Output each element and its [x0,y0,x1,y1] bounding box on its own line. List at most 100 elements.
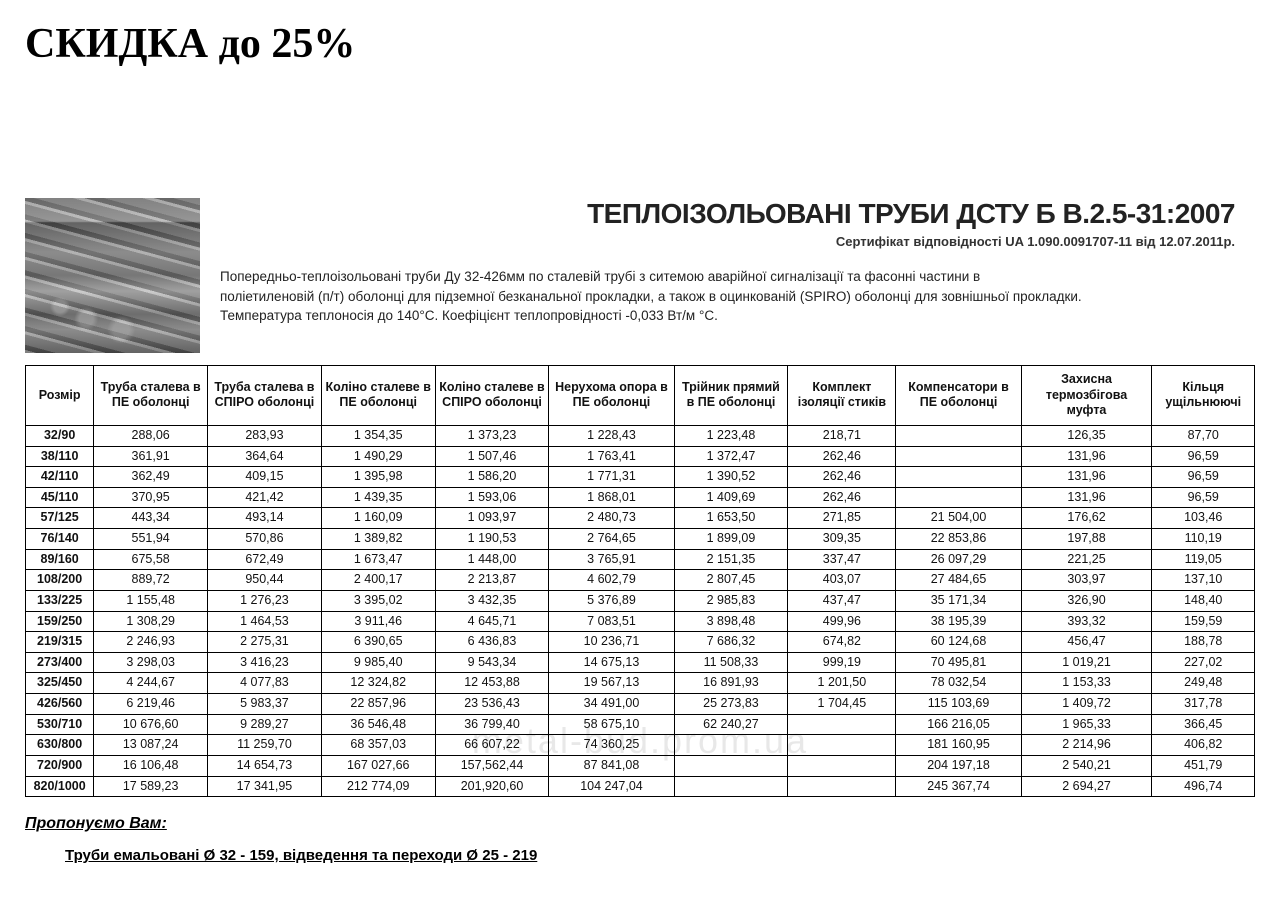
size-cell: 38/110 [26,446,94,467]
size-cell: 219/315 [26,632,94,653]
footer-products: Труби емальовані Ø 32 - 159, відведення … [65,847,1255,864]
price-cell: 68 357,03 [321,735,435,756]
price-cell: 12 453,88 [435,673,549,694]
price-cell: 34 491,00 [549,694,674,715]
price-cell: 148,40 [1152,590,1255,611]
price-cell: 1 160,09 [321,508,435,529]
price-cell: 131,96 [1021,467,1152,488]
price-cell: 6 390,65 [321,632,435,653]
size-cell: 42/110 [26,467,94,488]
price-cell: 1 448,00 [435,549,549,570]
price-cell: 58 675,10 [549,714,674,735]
table-row: 57/125443,34493,141 160,091 093,972 480,… [26,508,1255,529]
price-cell: 4 244,67 [94,673,208,694]
size-cell: 530/710 [26,714,94,735]
price-cell: 283,93 [208,425,322,446]
size-cell: 76/140 [26,529,94,550]
table-row: 219/3152 246,932 275,316 390,656 436,831… [26,632,1255,653]
price-cell: 11 259,70 [208,735,322,756]
price-cell: 456,47 [1021,632,1152,653]
price-cell: 1 354,35 [321,425,435,446]
footer-offer: Пропонуємо Вам: [25,815,1255,833]
price-cell: 3 298,03 [94,652,208,673]
price-cell: 166 216,05 [896,714,1021,735]
price-cell: 110,19 [1152,529,1255,550]
price-cell: 1 439,35 [321,487,435,508]
price-cell: 103,46 [1152,508,1255,529]
price-cell: 17 589,23 [94,776,208,797]
price-cell: 35 171,34 [896,590,1021,611]
price-cell [788,735,896,756]
price-cell: 493,14 [208,508,322,529]
price-cell: 889,72 [94,570,208,591]
size-cell: 159/250 [26,611,94,632]
size-cell: 273/400 [26,652,94,673]
price-cell: 1 899,09 [674,529,788,550]
col-header: Нерухома опора в ПЕ оболонці [549,366,674,426]
price-cell: 16 891,93 [674,673,788,694]
price-cell: 366,45 [1152,714,1255,735]
header-text-block: ТЕПЛОІЗОЛЬОВАНІ ТРУБИ ДСТУ Б В.2.5-31:20… [220,198,1255,326]
price-cell: 36 799,40 [435,714,549,735]
price-cell: 2 151,35 [674,549,788,570]
price-cell: 66 607,22 [435,735,549,756]
price-cell [788,755,896,776]
price-cell: 1 390,52 [674,467,788,488]
price-cell: 204 197,18 [896,755,1021,776]
price-cell: 288,06 [94,425,208,446]
price-cell: 309,35 [788,529,896,550]
price-cell: 3 911,46 [321,611,435,632]
price-cell: 137,10 [1152,570,1255,591]
product-photo [25,198,200,353]
desc-line-2: поліетиленовій (п/т) оболонці для підзем… [220,289,1082,304]
price-cell: 1 201,50 [788,673,896,694]
price-cell: 1 593,06 [435,487,549,508]
price-cell: 131,96 [1021,446,1152,467]
price-cell: 221,25 [1021,549,1152,570]
col-header: Труба сталева в ПЕ оболонці [94,366,208,426]
col-header: Захисна термозбігова муфта [1021,366,1152,426]
price-cell: 1 223,48 [674,425,788,446]
price-cell [674,776,788,797]
price-cell: 1 093,97 [435,508,549,529]
price-cell: 249,48 [1152,673,1255,694]
price-cell: 176,62 [1021,508,1152,529]
price-cell [674,735,788,756]
table-row: 820/100017 589,2317 341,95212 774,09201,… [26,776,1255,797]
size-cell: 45/110 [26,487,94,508]
table-row: 159/2501 308,291 464,533 911,464 645,717… [26,611,1255,632]
table-body: 32/90288,06283,931 354,351 373,231 228,4… [26,425,1255,796]
size-cell: 57/125 [26,508,94,529]
price-cell: 16 106,48 [94,755,208,776]
price-cell: 2 400,17 [321,570,435,591]
price-cell: 157,562,44 [435,755,549,776]
price-cell: 131,96 [1021,487,1152,508]
table-row: 530/71010 676,609 289,2736 546,4836 799,… [26,714,1255,735]
price-cell: 364,64 [208,446,322,467]
price-cell: 70 495,81 [896,652,1021,673]
main-title: ТЕПЛОІЗОЛЬОВАНІ ТРУБИ ДСТУ Б В.2.5-31:20… [220,198,1255,230]
table-row: 720/90016 106,4814 654,73167 027,66157,5… [26,755,1255,776]
price-cell: 3 898,48 [674,611,788,632]
col-header: Коліно сталеве в СПІРО оболонці [435,366,549,426]
table-row: 42/110362,49409,151 395,981 586,201 771,… [26,467,1255,488]
price-cell: 2 214,96 [1021,735,1152,756]
price-cell: 7 686,32 [674,632,788,653]
price-cell: 96,59 [1152,467,1255,488]
price-cell: 362,49 [94,467,208,488]
size-cell: 820/1000 [26,776,94,797]
size-cell: 89/160 [26,549,94,570]
table-row: 38/110361,91364,641 490,291 507,461 763,… [26,446,1255,467]
size-cell: 32/90 [26,425,94,446]
price-cell [788,776,896,797]
price-cell: 159,59 [1152,611,1255,632]
price-cell: 409,15 [208,467,322,488]
table-row: 273/4003 298,033 416,239 985,409 543,341… [26,652,1255,673]
price-cell: 443,34 [94,508,208,529]
document-header: ТЕПЛОІЗОЛЬОВАНІ ТРУБИ ДСТУ Б В.2.5-31:20… [25,198,1255,353]
price-cell: 10 236,71 [549,632,674,653]
price-cell: 38 195,39 [896,611,1021,632]
price-cell: 126,35 [1021,425,1152,446]
price-cell: 1 155,48 [94,590,208,611]
table-row: 45/110370,95421,421 439,351 593,061 868,… [26,487,1255,508]
